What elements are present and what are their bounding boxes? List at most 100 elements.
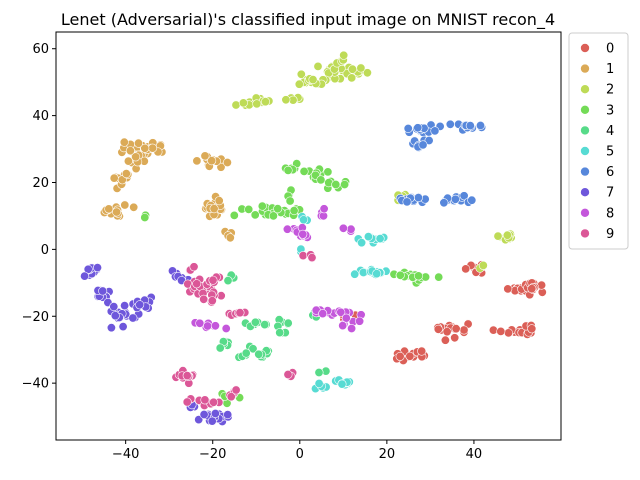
point-class-8 [341,313,351,323]
point-class-8 [210,321,220,331]
point-class-3 [323,167,333,177]
point-class-3 [331,180,341,190]
point-class-2 [231,100,241,110]
point-class-1 [125,146,135,156]
point-class-0 [450,333,460,343]
point-class-6 [450,194,460,204]
point-class-3 [250,210,260,220]
legend-label: 5 [606,145,614,160]
point-class-7 [106,323,116,333]
point-class-5 [299,215,309,225]
point-class-8 [346,224,356,234]
point-class-8 [355,316,365,326]
point-class-9 [182,397,192,407]
point-class-3 [229,210,239,220]
point-class-9 [182,371,192,381]
point-class-8 [338,223,348,233]
point-class-4 [275,328,285,338]
point-class-0 [527,284,537,294]
point-class-5 [375,234,385,244]
legend-label: 4 [606,124,614,139]
point-class-3 [140,213,150,223]
point-class-1 [120,200,130,210]
point-class-1 [121,169,131,179]
legend-label: 3 [606,103,614,118]
point-class-5 [337,379,347,389]
point-class-6 [439,198,449,208]
point-class-3 [316,175,326,185]
point-class-0 [503,284,513,294]
x-tick-label: 20 [379,447,396,462]
plot-area-frame [55,31,562,441]
point-class-2 [347,64,357,74]
point-class-0 [417,346,427,356]
point-class-1 [129,202,139,212]
y-tick-label: 40 [32,109,49,124]
legend-marker [580,84,590,94]
chart-title: Lenet (Adversarial)'s classified input i… [61,10,555,30]
x-axis-ticks: −40 −20 0 20 40 [112,440,482,462]
point-class-4 [250,317,260,327]
point-class-7 [128,313,138,323]
point-class-1 [104,204,114,214]
point-class-8 [319,204,329,214]
point-class-6 [459,191,469,201]
point-class-9 [207,296,217,306]
point-class-4 [248,344,258,354]
point-class-9 [192,279,202,289]
point-class-6 [402,197,412,207]
legend-label: 6 [606,165,614,180]
legend-marker [580,105,590,115]
point-class-0 [496,326,506,336]
point-class-0 [442,327,452,337]
point-class-4 [314,367,324,377]
point-class-2 [313,61,323,71]
point-class-7 [118,322,128,332]
legend-frame [568,32,629,250]
point-class-9 [231,385,241,395]
point-class-7 [93,263,103,273]
y-tick-label: −20 [22,310,49,325]
point-class-7 [110,311,120,321]
point-class-7 [120,301,130,311]
point-class-0 [451,324,461,334]
point-class-6 [413,193,423,203]
point-class-1 [207,156,217,166]
point-class-3 [289,206,299,216]
point-class-1 [112,207,122,217]
point-class-8 [318,309,328,319]
point-class-3 [434,272,444,282]
point-class-6 [430,126,440,136]
y-tick-label: 60 [32,42,49,57]
point-class-9 [298,251,308,261]
point-class-3 [340,180,350,190]
point-class-1 [200,151,210,161]
point-class-1 [222,158,232,168]
point-class-4 [254,349,264,359]
legend-marker [580,166,590,177]
point-class-2 [502,230,512,240]
point-class-9 [189,262,199,272]
point-class-9 [200,395,210,405]
point-class-7 [80,271,90,281]
legend-marker [580,187,590,197]
point-class-1 [148,143,158,153]
point-class-9 [208,275,218,285]
point-class-1 [225,233,235,243]
point-class-4 [260,320,270,330]
point-class-2 [252,99,262,109]
point-class-6 [424,136,434,146]
legend-label: 2 [606,83,614,98]
point-class-1 [140,143,150,153]
point-class-9 [226,392,236,402]
point-class-5 [363,232,373,242]
point-class-2 [339,50,349,60]
point-class-8 [221,323,231,333]
point-class-2 [347,73,357,83]
point-class-7 [223,410,233,420]
legend-marker [580,43,590,53]
legend-label: 7 [606,186,614,201]
legend-label: 9 [606,227,614,242]
point-class-5 [357,238,367,248]
